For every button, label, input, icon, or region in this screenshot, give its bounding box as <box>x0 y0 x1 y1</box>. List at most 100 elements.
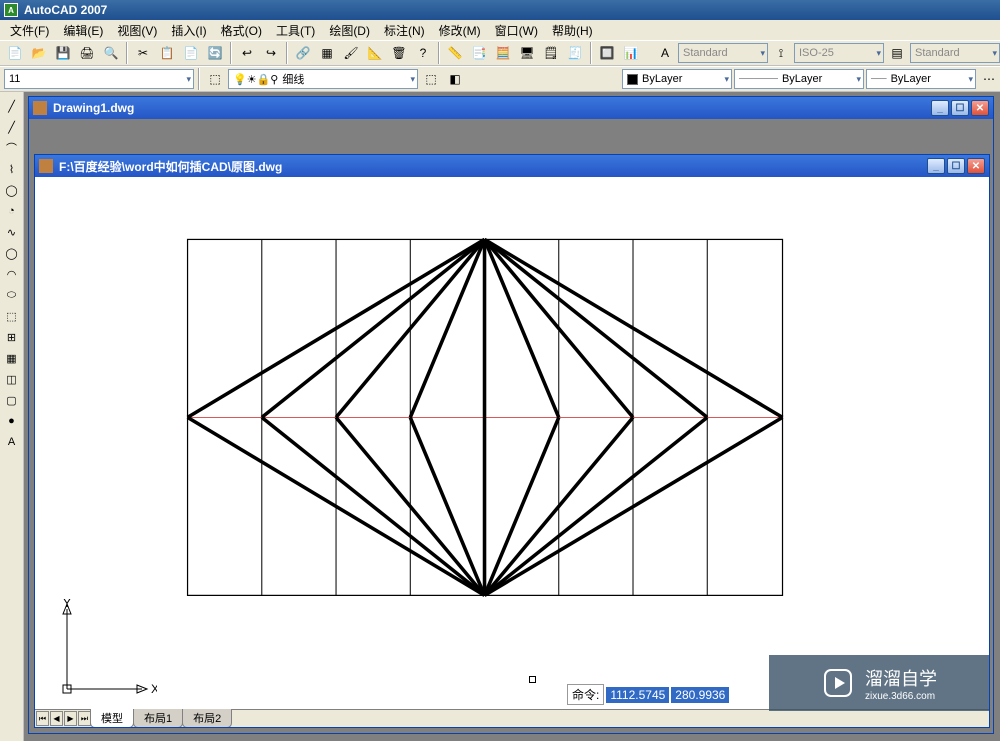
tool-cut-icon[interactable]: ✂ <box>132 42 154 64</box>
circle-icon[interactable]: ◯ <box>2 180 22 200</box>
tool-list-icon[interactable]: 🧾 <box>564 42 586 64</box>
menu-draw[interactable]: 绘图(D) <box>323 20 376 41</box>
menu-view[interactable]: 视图(V) <box>111 20 163 41</box>
dimstyle-prefix-icon: ⟟ <box>770 42 792 64</box>
menu-modify[interactable]: 修改(M) <box>433 20 487 41</box>
maximize-button[interactable]: ☐ <box>951 100 969 116</box>
tool-erase-icon[interactable]: 🗑 <box>388 42 410 64</box>
chevron-down-icon: ▾ <box>992 48 997 59</box>
menu-tools[interactable]: 工具(T) <box>270 20 321 41</box>
xline-icon[interactable]: ╱ <box>2 117 22 137</box>
color-combo[interactable]: ByLayer ▾ <box>622 69 732 89</box>
tool-help-icon[interactable]: ? <box>412 42 434 64</box>
toolbar-layers: 11 ▾ ⬚ 💡 ☀ 🔒 ⚲ 细线 ▾ ⬚ ◧ ByLayer ▾ ───── … <box>0 66 1000 92</box>
region-icon[interactable]: ▢ <box>2 390 22 410</box>
doc2-title: F:\百度经验\word中如何插CAD\原图.dwg <box>59 158 282 175</box>
tool-undo-icon[interactable]: ↩ <box>236 42 258 64</box>
tool-match-icon[interactable]: 🔄 <box>204 42 226 64</box>
dimstyle-combo[interactable]: ISO-25 ▾ <box>794 43 884 63</box>
app-icon: A <box>4 3 18 17</box>
tab-prev-icon[interactable]: ◀ <box>50 711 63 726</box>
minimize-button[interactable]: _ <box>931 100 949 116</box>
line-icon[interactable]: ╱ <box>2 96 22 116</box>
doc1-titlebar[interactable]: Drawing1.dwg _ ☐ ✕ <box>29 97 993 119</box>
tool-open-icon[interactable]: 📂 <box>28 42 50 64</box>
menu-help[interactable]: 帮助(H) <box>546 20 599 41</box>
dwg-icon <box>33 101 47 115</box>
ellipse-arc-icon[interactable]: ◠ <box>2 264 22 284</box>
layer-prev-icon[interactable]: ⬚ <box>420 68 442 90</box>
tool-block-icon[interactable]: ▦ <box>316 42 338 64</box>
layer-state-icon[interactable]: ◧ <box>444 68 466 90</box>
spline-icon[interactable]: ∿ <box>2 222 22 242</box>
layer-mgr-icon[interactable]: ⬚ <box>204 68 226 90</box>
tool-new-icon[interactable]: 📄 <box>4 42 26 64</box>
document-window-2: F:\百度经验\word中如何插CAD\原图.dwg _ ☐ ✕ Y X <box>34 154 990 728</box>
tool-disp-icon[interactable]: 🖥 <box>516 42 538 64</box>
tab-first-icon[interactable]: ⏮ <box>36 711 49 726</box>
tool-dist-icon[interactable]: 📏 <box>444 42 466 64</box>
doc2-titlebar[interactable]: F:\百度经验\word中如何插CAD\原图.dwg _ ☐ ✕ <box>35 155 989 177</box>
tablestyle-combo[interactable]: Standard ▾ <box>910 43 1000 63</box>
linetype-combo[interactable]: ───── ByLayer ▾ <box>734 69 864 89</box>
hatch-icon[interactable]: ◫ <box>2 369 22 389</box>
tab-layout2[interactable]: 布局2 <box>182 709 232 727</box>
donut-icon[interactable]: ⬭ <box>2 285 22 305</box>
maximize-button[interactable]: ☐ <box>947 158 965 174</box>
insert-block-icon[interactable]: ⊞ <box>2 327 22 347</box>
separator <box>590 42 592 64</box>
layer-bulb-icon: 💡 <box>233 73 247 86</box>
svg-text:X: X <box>151 682 157 696</box>
ellipse-icon[interactable]: ◯ <box>2 243 22 263</box>
workspace: ╱ ╱ ⌒ ⌇ ◯ ◔ ∿ ◯ ◠ ⬭ ⬚ ⊞ ▦ ◫ ▢ ● A Drawin… <box>0 92 1000 741</box>
chevron-down-icon: ▾ <box>724 74 729 85</box>
minimize-button[interactable]: _ <box>927 158 945 174</box>
rect-icon[interactable]: ⬚ <box>2 306 22 326</box>
extra-icon[interactable]: ⋯ <box>978 68 1000 90</box>
tab-layout1[interactable]: 布局1 <box>133 709 183 727</box>
menu-format[interactable]: 格式(O) <box>215 20 268 41</box>
close-button[interactable]: ✕ <box>971 100 989 116</box>
tool-print-icon[interactable]: 🖨 <box>76 42 98 64</box>
point-icon[interactable]: ● <box>2 411 22 431</box>
make-block-icon[interactable]: ▦ <box>2 348 22 368</box>
line-sample: ───── <box>739 73 778 85</box>
tool-calc-icon[interactable]: 🧮 <box>492 42 514 64</box>
tool-notes-icon[interactable]: 🗒 <box>540 42 562 64</box>
tool-sheet-icon[interactable]: 📑 <box>468 42 490 64</box>
textstyle-prefix-icon: A <box>654 42 676 64</box>
menu-dimension[interactable]: 标注(N) <box>378 20 431 41</box>
tool-table-icon[interactable]: 📊 <box>620 42 642 64</box>
textstyle-combo[interactable]: Standard ▾ <box>678 43 768 63</box>
tool-win-icon[interactable]: 🔲 <box>596 42 618 64</box>
tool-link-icon[interactable]: 🔗 <box>292 42 314 64</box>
lineweight-combo[interactable]: 11 ▾ <box>4 69 194 89</box>
arc-icon[interactable]: ◔ <box>2 201 22 221</box>
menu-insert[interactable]: 插入(I) <box>165 20 212 41</box>
menu-edit[interactable]: 编辑(E) <box>57 20 109 41</box>
canvas[interactable]: Y X 命令: 1112.5745 280.9936 ⏮ ◀ <box>35 177 989 727</box>
menu-file[interactable]: 文件(F) <box>4 20 55 41</box>
separator <box>438 42 440 64</box>
textstyle-value: Standard <box>683 47 728 59</box>
polyline-icon[interactable]: ⌒ <box>2 138 22 158</box>
tool-brush-icon[interactable]: 🖌 <box>340 42 362 64</box>
menu-window[interactable]: 窗口(W) <box>489 20 544 41</box>
layer-combo[interactable]: 💡 ☀ 🔒 ⚲ 细线 ▾ <box>228 69 418 89</box>
tool-ruler-icon[interactable]: 📐 <box>364 42 386 64</box>
lineweight-value: 11 <box>9 73 20 85</box>
tool-save-icon[interactable]: 💾 <box>52 42 74 64</box>
text-icon[interactable]: A <box>2 432 22 452</box>
layer-sun-icon: ☀ <box>247 73 257 86</box>
cmd-coord-y: 280.9936 <box>671 687 729 703</box>
lweight-combo[interactable]: ── ByLayer ▾ <box>866 69 976 89</box>
tab-next-icon[interactable]: ▶ <box>64 711 77 726</box>
tool-copy-icon[interactable]: 📋 <box>156 42 178 64</box>
tool-redo-icon[interactable]: ↪ <box>260 42 282 64</box>
tool-paste-icon[interactable]: 📄 <box>180 42 202 64</box>
close-button[interactable]: ✕ <box>967 158 985 174</box>
tool-preview-icon[interactable]: 🔍 <box>100 42 122 64</box>
tab-model[interactable]: 模型 <box>90 709 134 727</box>
color-value: ByLayer <box>642 73 682 85</box>
polygon-icon[interactable]: ⌇ <box>2 159 22 179</box>
